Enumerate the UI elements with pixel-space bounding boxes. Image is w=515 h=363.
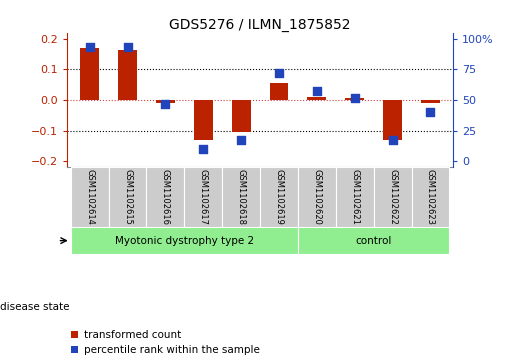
Point bbox=[351, 95, 359, 101]
Bar bbox=[298, 167, 336, 227]
Text: GSM1102623: GSM1102623 bbox=[426, 169, 435, 225]
Bar bbox=[336, 167, 374, 227]
Bar bbox=[345, 98, 364, 100]
Bar bbox=[109, 167, 146, 227]
Text: GSM1102619: GSM1102619 bbox=[274, 169, 284, 225]
Bar bbox=[421, 100, 440, 103]
Text: GSM1102615: GSM1102615 bbox=[123, 169, 132, 225]
Bar bbox=[298, 227, 450, 254]
Bar bbox=[411, 167, 450, 227]
Point bbox=[237, 138, 245, 143]
Text: Myotonic dystrophy type 2: Myotonic dystrophy type 2 bbox=[115, 236, 254, 246]
Bar bbox=[146, 167, 184, 227]
Text: GSM1102621: GSM1102621 bbox=[350, 169, 359, 225]
Text: GSM1102622: GSM1102622 bbox=[388, 169, 397, 225]
Bar bbox=[383, 100, 402, 140]
Point bbox=[313, 89, 321, 94]
Bar bbox=[260, 167, 298, 227]
Bar bbox=[184, 167, 222, 227]
Point bbox=[275, 70, 283, 76]
Bar bbox=[232, 100, 251, 132]
Bar bbox=[374, 167, 411, 227]
Text: GSM1102614: GSM1102614 bbox=[85, 169, 94, 225]
Text: GSM1102617: GSM1102617 bbox=[199, 169, 208, 225]
Bar bbox=[71, 167, 109, 227]
Bar bbox=[118, 49, 137, 100]
Point bbox=[124, 44, 132, 50]
Bar bbox=[307, 97, 327, 100]
Point bbox=[161, 101, 169, 107]
Bar bbox=[222, 167, 260, 227]
Bar bbox=[156, 100, 175, 103]
Text: disease state: disease state bbox=[0, 302, 70, 312]
Bar bbox=[80, 48, 99, 100]
Bar bbox=[194, 100, 213, 140]
Bar bbox=[71, 227, 298, 254]
Text: GSM1102620: GSM1102620 bbox=[313, 169, 321, 225]
Point bbox=[199, 146, 208, 152]
Text: control: control bbox=[355, 236, 392, 246]
Title: GDS5276 / ILMN_1875852: GDS5276 / ILMN_1875852 bbox=[169, 18, 351, 32]
Text: GSM1102616: GSM1102616 bbox=[161, 169, 170, 225]
Bar bbox=[269, 83, 288, 100]
Point bbox=[426, 109, 435, 115]
Legend: transformed count, percentile rank within the sample: transformed count, percentile rank withi… bbox=[67, 326, 264, 359]
Point bbox=[388, 138, 397, 143]
Point bbox=[85, 44, 94, 50]
Text: GSM1102618: GSM1102618 bbox=[236, 169, 246, 225]
